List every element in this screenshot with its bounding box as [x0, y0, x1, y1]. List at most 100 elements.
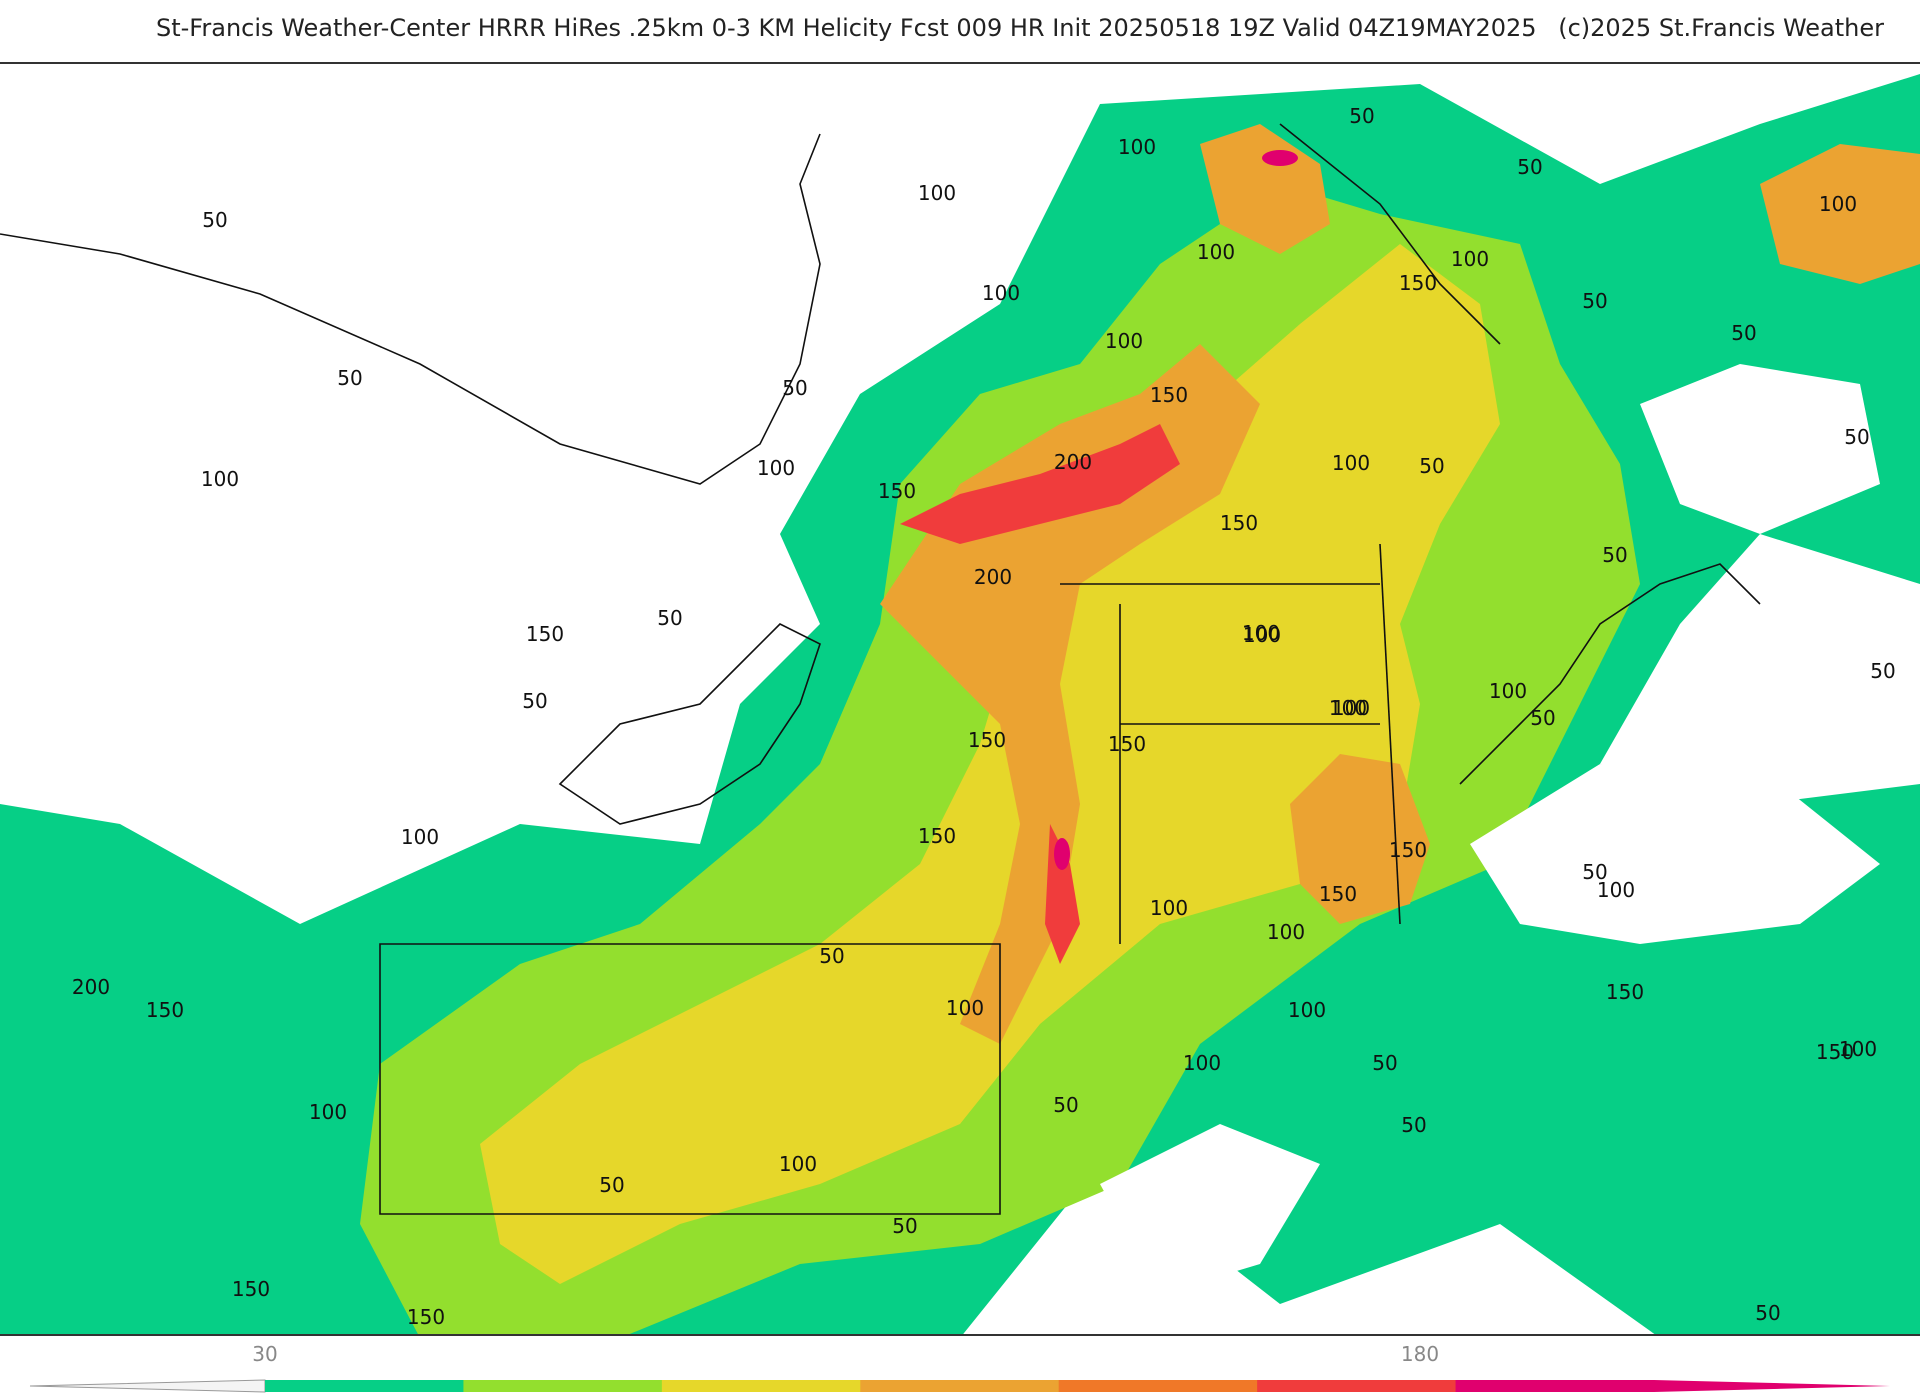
colorbar-segment — [1257, 1380, 1457, 1392]
contour-label: 100 — [1332, 451, 1370, 475]
contour-label: 50 — [337, 366, 362, 390]
contour-label: 200 — [974, 565, 1012, 589]
colorbar-high-arrow — [1654, 1380, 1890, 1392]
contour-label: 50 — [1844, 425, 1869, 449]
title-text: St-Francis Weather-Center HRRR HiRes .25… — [156, 14, 1537, 42]
helicity-area-90 — [480, 244, 1500, 1284]
contour-label: 100 — [1288, 998, 1326, 1022]
colorbar-segment — [1455, 1380, 1655, 1392]
colorbar-segment — [265, 1380, 464, 1392]
contour-label: 200 — [1054, 450, 1092, 474]
helicity-area-peak-2 — [1054, 838, 1070, 870]
contour-label: 100 — [201, 467, 239, 491]
coastline-east — [1459, 563, 1761, 785]
contour-label: 150 — [1816, 1040, 1854, 1064]
river-line — [1279, 123, 1501, 345]
contour-label: 50 — [1582, 860, 1607, 884]
helicity-area-120d — [1760, 144, 1920, 284]
contour-label: 150 — [1108, 732, 1146, 756]
helicity-area-180b — [1045, 824, 1080, 964]
contour-label: 100 — [918, 181, 956, 205]
contour-labels: 50 50 50 50 50 50 50 50 50 50 50 50 50 50 50 50 50 50 50 50… — [72, 104, 1896, 1329]
contour-label: 100 — [1183, 1051, 1221, 1075]
contour-label: 100 — [946, 996, 984, 1020]
contour-label: 100 — [1105, 329, 1143, 353]
contour-label: 100 — [1242, 621, 1280, 645]
contour-label: 100 — [1150, 896, 1188, 920]
contour-label: 100 — [1329, 696, 1367, 720]
contour-label: 50 — [892, 1214, 917, 1238]
helicity-map: 50 50 50 50 50 50 50 50 50 50 50 50 50 50 50 50 50 50 50 50… — [0, 62, 1920, 1336]
contour-label: 50 — [1372, 1051, 1397, 1075]
contour-label: 50 — [819, 944, 844, 968]
colorbar-segment — [463, 1380, 663, 1392]
contour-label: 150 — [968, 728, 1006, 752]
contour-label: 100 — [779, 1152, 817, 1176]
contour-label: 50 — [1419, 454, 1444, 478]
contour-label: 100 — [1819, 192, 1857, 216]
contour-label: 50 — [1602, 543, 1627, 567]
helicity-area-180 — [900, 424, 1180, 544]
contour-label: 150 — [878, 479, 916, 503]
contour-label: 50 — [1349, 104, 1374, 128]
helicity-white-1 — [1470, 764, 1880, 944]
contour-label: 50 — [202, 208, 227, 232]
color-legend: 30 180 — [0, 1340, 1920, 1400]
helicity-white-3 — [1640, 364, 1880, 534]
contour-label: 100 — [1597, 878, 1635, 902]
contour-label: 150 — [146, 998, 184, 1022]
colorbar-low-arrow — [29, 1379, 266, 1393]
contour-label: 50 — [522, 689, 547, 713]
contour-label: 100 — [309, 1100, 347, 1124]
contour-label: 50 — [1517, 155, 1542, 179]
contour-label: 150 — [918, 824, 956, 848]
contour-label: 50 — [657, 606, 682, 630]
contour-label: 150 — [1389, 838, 1427, 862]
colorbar-tick-low: 30 — [252, 1342, 278, 1366]
contour-label: 100 — [1267, 920, 1305, 944]
contour-label: 150 — [526, 622, 564, 646]
colorbar-tick-high: 180 — [1400, 1342, 1440, 1366]
coastline-north — [0, 133, 821, 485]
contour-label: 100 — [1197, 240, 1235, 264]
helicity-fill — [0, 74, 1920, 1334]
contour-label: 150 — [1220, 511, 1258, 535]
colorbar-segments — [265, 1380, 1655, 1392]
helicity-area-120b — [1290, 754, 1430, 924]
colorbar-segment — [860, 1380, 1060, 1392]
contour-label: 100 — [401, 825, 439, 849]
border-line-2 — [1379, 543, 1401, 925]
state-box — [379, 943, 1001, 1215]
colorbar-bar — [29, 1379, 1890, 1393]
map-canvas: 50 50 50 50 50 50 50 50 50 50 50 50 50 50 50 50 50 50 50 50… — [0, 74, 1920, 1334]
contour-label: 100 — [1332, 696, 1370, 720]
contour-label: 150 — [407, 1305, 445, 1329]
contour-label: 100 — [1243, 623, 1281, 647]
contour-label: 100 — [982, 281, 1020, 305]
contour-label: 150 — [1399, 271, 1437, 295]
helicity-white-2 — [1100, 1124, 1320, 1294]
contour-label: 50 — [1401, 1113, 1426, 1137]
contour-label: 100 — [1118, 135, 1156, 159]
helicity-area-peak-1 — [1262, 150, 1298, 166]
contour-label: 150 — [1319, 882, 1357, 906]
contour-label: 50 — [1870, 659, 1895, 683]
contour-label: 50 — [1053, 1093, 1078, 1117]
copyright-text: (c)2025 St.Francis Weather — [1558, 14, 1884, 42]
contour-label: 150 — [232, 1277, 270, 1301]
contour-label: 50 — [599, 1173, 624, 1197]
contour-label: 50 — [1731, 321, 1756, 345]
contour-label: 150 — [1606, 980, 1644, 1004]
colorbar-segment — [661, 1380, 861, 1392]
lake-shore — [558, 623, 821, 825]
contour-label: 50 — [1530, 706, 1555, 730]
contour-label: 50 — [1582, 289, 1607, 313]
geo-outlines — [0, 123, 1761, 1215]
contour-label: 100 — [757, 456, 795, 480]
contour-label: 100 — [1451, 247, 1489, 271]
contour-label: 50 — [1755, 1301, 1780, 1325]
colorbar-segment — [1058, 1380, 1258, 1392]
contour-label: 150 — [1150, 383, 1188, 407]
map-title: St-Francis Weather-Center HRRR HiRes .25… — [0, 14, 1920, 54]
contour-label: 200 — [72, 975, 110, 999]
